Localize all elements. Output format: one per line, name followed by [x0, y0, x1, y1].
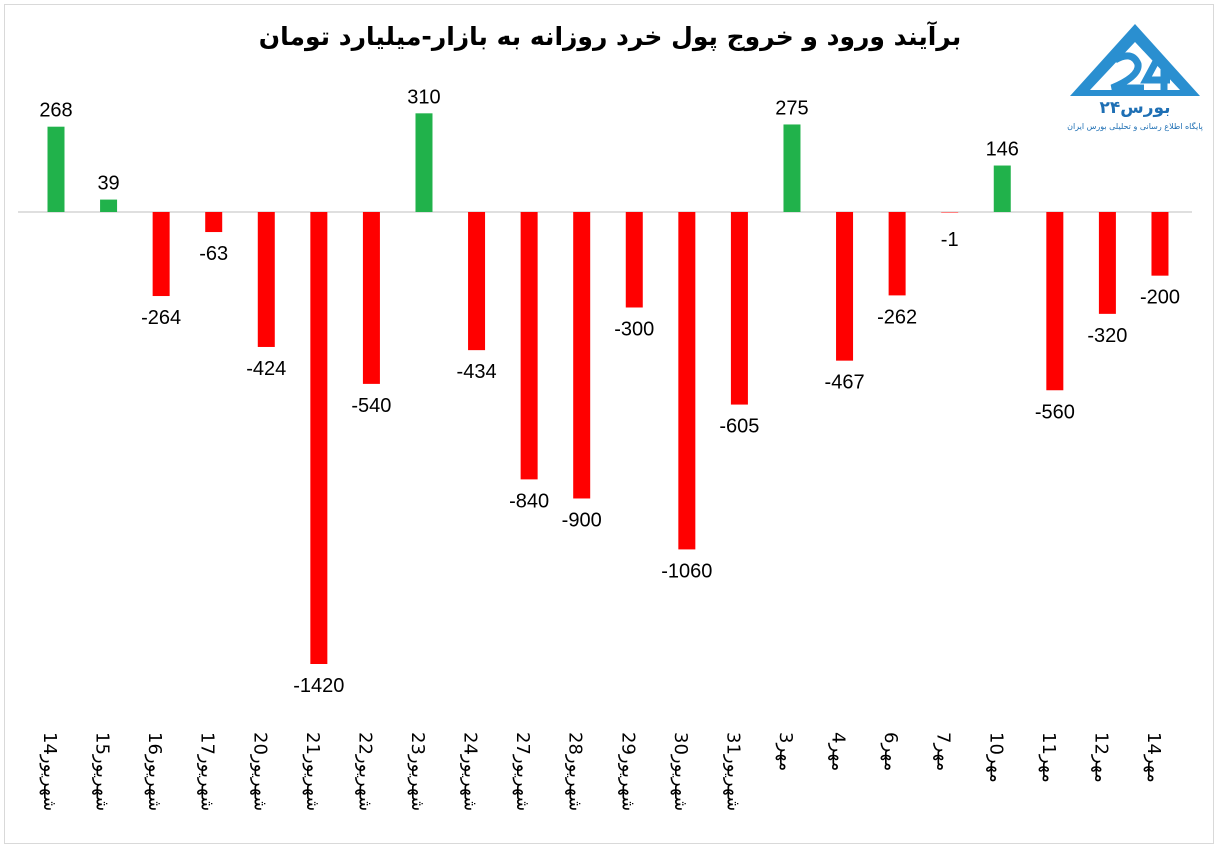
category-label-1: 15شهریور [92, 732, 113, 811]
category-label-2: 16شهریور [144, 732, 165, 811]
data-label-21: -200 [1140, 287, 1180, 309]
category-label-9: 27شهریور [512, 732, 533, 811]
bar-13 [730, 212, 748, 405]
data-label-0: 268 [39, 100, 72, 122]
category-label-4: 20شهریور [249, 732, 270, 811]
category-label-7: 23شهریور [407, 732, 428, 811]
chart-frame [4, 4, 1214, 844]
logo-name: بورس۲۴ [1099, 98, 1171, 118]
category-label-14: 3مهر [775, 732, 796, 771]
bar-8 [468, 212, 486, 351]
data-label-15: -467 [825, 372, 865, 394]
logo-subtitle: پایگاه اطلاع رسانی و تحلیلی بورس ایران [1067, 122, 1203, 131]
data-label-16: -262 [877, 306, 917, 328]
data-label-5: -1420 [293, 675, 344, 697]
bar-19 [1046, 212, 1064, 391]
bar-20 [1098, 212, 1116, 314]
logo-icon [1070, 24, 1200, 96]
data-label-10: -900 [562, 509, 602, 531]
bar-14 [783, 124, 801, 212]
category-label-16: 6مهر [880, 732, 901, 771]
data-label-9: -840 [509, 490, 549, 512]
category-label-6: 22شهریور [354, 732, 375, 811]
category-label-0: 14شهریور [39, 732, 60, 811]
category-label-3: 17شهریور [197, 732, 218, 811]
data-label-20: -320 [1087, 325, 1127, 347]
bar-1 [100, 199, 118, 212]
data-label-4: -424 [246, 358, 286, 380]
data-label-12: -1060 [661, 560, 712, 582]
bar-7 [415, 113, 433, 212]
bar-0 [47, 126, 65, 212]
bar-4 [257, 212, 275, 347]
category-label-5: 21شهریور [302, 732, 323, 811]
data-label-19: -560 [1035, 401, 1075, 423]
bar-18 [993, 165, 1011, 212]
bar-11 [625, 212, 643, 308]
category-label-11: 29شهریور [617, 732, 638, 811]
category-label-18: 10مهر [985, 732, 1006, 783]
category-label-12: 30شهریور [670, 732, 691, 811]
data-label-14: 275 [775, 97, 808, 119]
bar-12 [678, 212, 696, 550]
bar-2 [152, 212, 170, 297]
category-label-10: 28شهریور [565, 732, 586, 811]
category-label-17: 7مهر [933, 732, 954, 771]
bar-16 [888, 212, 906, 296]
data-label-7: 310 [407, 86, 440, 108]
data-label-17: -1 [941, 229, 959, 251]
category-label-20: 12مهر [1090, 732, 1111, 783]
bar-9 [520, 212, 538, 480]
data-label-13: -605 [719, 416, 759, 438]
category-label-15: 4مهر [828, 732, 849, 771]
bar-5 [310, 212, 328, 664]
bar-21 [1151, 212, 1169, 276]
bar-15 [836, 212, 854, 361]
data-label-11: -300 [614, 318, 654, 340]
bar-17 [941, 212, 959, 213]
category-label-13: 31شهریور [722, 732, 743, 811]
data-label-1: 39 [97, 173, 119, 195]
data-label-8: -434 [457, 361, 497, 383]
bar-10 [573, 212, 591, 499]
category-label-19: 11مهر [1038, 732, 1059, 783]
bar-3 [205, 212, 223, 233]
data-label-18: 146 [986, 139, 1019, 161]
bar-6 [362, 212, 380, 384]
category-label-21: 14مهر [1143, 732, 1164, 783]
category-label-8: 24شهریور [460, 732, 481, 811]
data-label-2: -264 [141, 307, 181, 329]
chart-title: برآیند ورود و خروج پول خرد روزانه به باز… [258, 22, 962, 51]
data-label-6: -540 [351, 395, 391, 417]
data-label-3: -63 [199, 243, 228, 265]
